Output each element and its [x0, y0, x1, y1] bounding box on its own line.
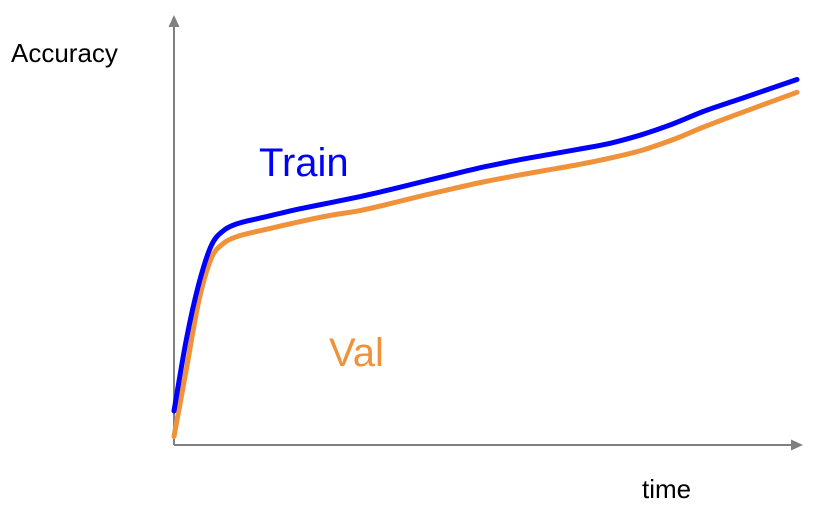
- x-axis-arrow-icon: [791, 439, 803, 451]
- y-axis-label: Accuracy: [11, 38, 118, 68]
- series-label-val: Val: [329, 331, 384, 375]
- series-label-train: Train: [259, 141, 349, 185]
- series-line-train: [171, 77, 800, 414]
- y-axis-arrow-icon: [168, 15, 180, 27]
- series-group: [171, 77, 800, 439]
- x-axis-label: time: [642, 474, 691, 504]
- axes: [168, 15, 803, 451]
- series-line-val: [171, 89, 800, 439]
